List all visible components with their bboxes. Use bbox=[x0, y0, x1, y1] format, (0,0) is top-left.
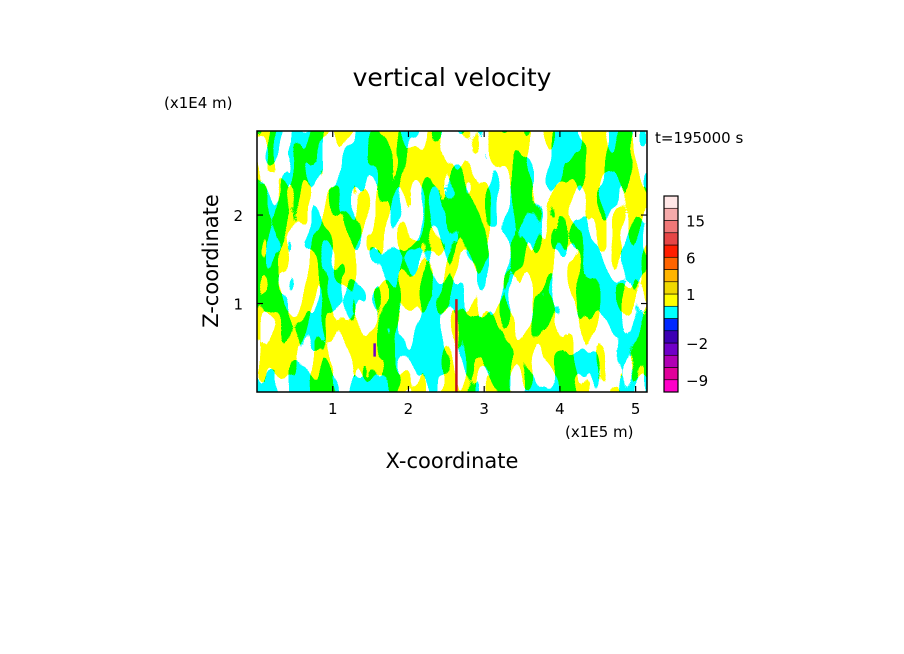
colorbar-label: 15 bbox=[686, 213, 705, 231]
chart-title: vertical velocity bbox=[353, 63, 552, 92]
colorbar-swatch bbox=[663, 367, 679, 381]
x-axis-label: X-coordinate bbox=[386, 449, 519, 473]
colorbar-swatch bbox=[663, 379, 679, 393]
velocity-field-pattern bbox=[257, 131, 647, 392]
y-tick-label: 1 bbox=[233, 296, 243, 314]
colorbar-swatch bbox=[663, 354, 679, 368]
colorbar-swatch bbox=[663, 207, 679, 221]
y-axis: 12 bbox=[233, 207, 647, 314]
colorbar-label: 6 bbox=[686, 249, 696, 267]
time-label: t=195000 s bbox=[655, 129, 743, 147]
colorbar-swatch bbox=[663, 330, 679, 344]
colorbar-swatch bbox=[663, 293, 679, 307]
x-tick-label: 5 bbox=[631, 400, 641, 418]
colorbar-label: 1 bbox=[686, 286, 696, 304]
x-tick-label: 4 bbox=[555, 400, 565, 418]
colorbar-swatch bbox=[663, 269, 679, 283]
colorbar-swatch bbox=[663, 220, 679, 234]
colorbar-swatch bbox=[663, 256, 679, 270]
colorbar-swatch bbox=[663, 281, 679, 295]
updraft-spike bbox=[373, 343, 376, 357]
colorbar-swatch bbox=[663, 342, 679, 356]
x-tick-label: 1 bbox=[328, 400, 338, 418]
colorbar-swatch bbox=[663, 318, 679, 332]
x-unit-label: (x1E5 m) bbox=[565, 423, 634, 441]
colorbar-swatch bbox=[663, 232, 679, 246]
y-tick-label: 2 bbox=[233, 207, 243, 225]
colorbar-swatch bbox=[663, 195, 679, 209]
colorbar-swatch bbox=[663, 305, 679, 319]
x-tick-label: 2 bbox=[404, 400, 414, 418]
colorbar-label: −2 bbox=[686, 335, 708, 353]
y-axis-label: Z-coordinate bbox=[199, 194, 223, 328]
x-tick-label: 3 bbox=[479, 400, 489, 418]
updraft-spike bbox=[455, 299, 458, 392]
colorbar-frame bbox=[663, 195, 679, 393]
y-unit-label: (x1E4 m) bbox=[164, 94, 233, 112]
x-axis: 1 2 3 4 5 bbox=[328, 131, 640, 418]
colorbar-label: −9 bbox=[686, 372, 708, 390]
plot-frame bbox=[256, 130, 648, 393]
colorbar: 15 6 1 −2 −9 bbox=[663, 195, 708, 393]
colorbar-swatch bbox=[663, 244, 679, 258]
